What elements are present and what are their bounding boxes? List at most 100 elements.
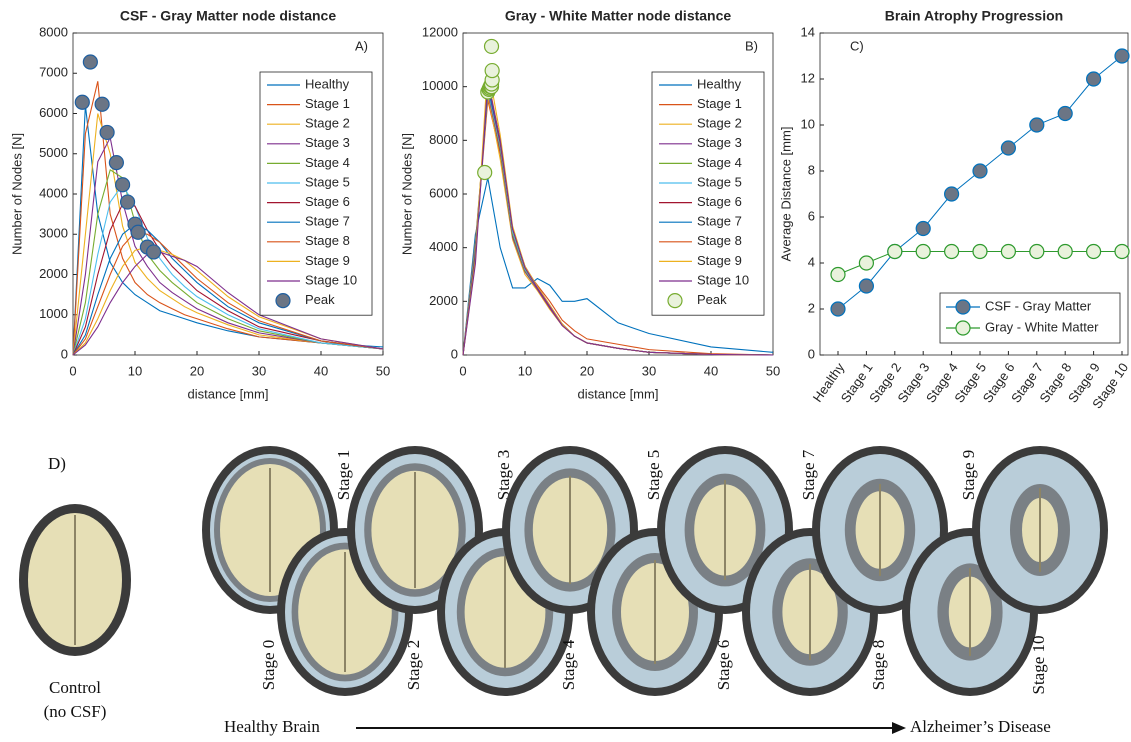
chart-title: Gray - White Matter node distance [505,8,732,24]
stage-label: Stage 1 [334,450,353,501]
legend-label: Stage 4 [305,155,350,170]
series-line [462,81,774,356]
x-tick-label: 40 [704,363,718,378]
legend-label: Stage 6 [697,194,742,209]
x-tick-label: 30 [252,363,266,378]
axes-box [462,32,774,356]
peak-marker [477,164,493,181]
point-marker [1057,243,1073,260]
x-tick-label: 10 [518,363,532,378]
x-tick-label: 50 [376,363,390,378]
legend-label: CSF - Gray Matter [985,298,1092,313]
legend-label: Stage 9 [697,253,742,268]
chart-title: Brain Atrophy Progression [885,8,1063,24]
y-tick-label: 2000 [39,266,68,281]
stage-label: Stage 7 [799,449,818,500]
point-marker [1114,243,1130,260]
y-tick-label: 8 [808,162,815,177]
stage-label: Stage 10 [1029,635,1048,694]
legend-label: Stage 10 [305,272,357,287]
legend-label: Stage 7 [697,214,742,229]
x-tick-label: 0 [69,363,76,378]
point-marker [858,278,875,294]
peak-marker [74,94,90,110]
series-line [72,183,384,356]
legend-label: Healthy [305,76,350,91]
peak-marker [484,62,500,79]
series-line [462,177,774,356]
legend-swatch [955,299,971,315]
legend-swatch [275,293,291,309]
x-axis-label: distance [mm] [578,386,659,401]
legend-swatch [667,293,683,309]
y-tick-label: 0 [808,346,815,361]
panel-annotation: B) [745,38,758,53]
stage-label: Stage 4 [559,639,578,690]
legend-label: Stage 5 [305,174,350,189]
peak-marker [130,224,146,240]
point-marker [972,243,988,260]
y-tick-label: 0 [451,346,458,361]
y-axis-label: Number of Nodes [N] [399,133,414,255]
point-marker [1000,243,1017,260]
legend-label: Stage 8 [305,233,350,248]
legend-label: Stage 6 [305,194,350,209]
control-note: (no CSF) [44,702,107,721]
x-tick-label: 30 [642,363,656,378]
legend-label: Stage 5 [697,174,742,189]
control-brain [19,504,131,656]
y-tick-label: 14 [801,24,815,39]
legend-label: Stage 3 [305,135,350,150]
series-line [72,231,384,356]
panel-label: D) [48,454,66,473]
peak-marker [99,124,115,141]
point-marker [943,243,960,260]
legend-box [651,71,765,316]
y-tick-label: 8000 [39,24,68,39]
point-marker [1085,243,1102,260]
y-tick-label: 1000 [39,306,68,321]
point-marker [915,220,931,237]
legend-label: Stage 3 [697,135,742,150]
y-tick-label: 2 [808,300,815,315]
legend-box [939,292,1121,344]
y-tick-label: 12000 [422,24,458,39]
peak-marker [114,177,131,193]
y-tick-label: 2000 [429,293,458,308]
y-tick-label: 6000 [39,105,68,120]
y-tick-label: 12 [801,70,815,85]
peak-marker [82,54,98,70]
legend-label: Peak [305,292,335,307]
arrow-start-label: Healthy Brain [224,717,320,736]
y-tick-label: 10000 [422,78,458,93]
axes-box [819,32,1129,356]
panel-annotation: C) [850,38,864,53]
y-tick-label: 6 [808,208,815,223]
y-tick-label: 4000 [39,185,68,200]
stage-label: Stage 0 [259,640,278,691]
peak-marker [146,244,162,260]
axes-box [72,32,384,356]
point-marker [1029,117,1045,133]
legend-label: Stage 4 [697,155,742,170]
x-tick-label: 40 [314,363,328,378]
legend-label: Stage 2 [305,116,350,131]
y-tick-label: 8000 [429,132,458,147]
legend-label: Peak [697,292,727,307]
peak-marker [483,38,500,55]
panel-annotation: A) [355,38,368,53]
stage-label: Stage 5 [644,450,663,501]
legend-label: Stage 2 [697,116,742,131]
point-marker [1000,140,1017,156]
legend-label: Stage 9 [305,253,350,268]
legend-label: Stage 8 [697,233,742,248]
brain-slice [972,446,1108,614]
y-tick-label: 4 [808,254,815,269]
series-line [72,135,384,356]
y-tick-label: 4000 [429,239,458,254]
point-marker [1114,48,1130,64]
series-line [72,168,384,356]
point-marker [887,243,903,260]
